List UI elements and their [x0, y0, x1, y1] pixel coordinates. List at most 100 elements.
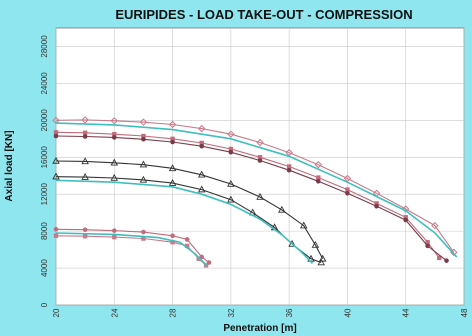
data-point-circle	[425, 243, 430, 249]
data-point-diamond	[81, 116, 89, 124]
data-point-triangle	[110, 173, 119, 181]
data-point-diamond	[314, 160, 322, 169]
series-4	[52, 156, 327, 262]
data-point-triangle	[227, 179, 235, 187]
data-point-square	[170, 240, 175, 245]
chart-title: EURIPIDES - LOAD TAKE-OUT - COMPRESSION	[115, 7, 412, 22]
plot-area	[55, 27, 465, 306]
data-point-circle	[170, 139, 175, 145]
data-point-circle	[82, 134, 88, 139]
data-point-diamond	[227, 130, 235, 138]
x-tick-label: 40	[343, 308, 352, 317]
data-point-square	[257, 155, 263, 160]
data-point-circle	[228, 149, 234, 155]
series-line	[55, 122, 458, 258]
data-point-triangle	[227, 195, 235, 203]
data-point-square	[53, 130, 59, 135]
data-point-square	[82, 130, 88, 135]
data-point-diamond	[168, 120, 177, 129]
data-point-triangle	[299, 221, 308, 229]
data-point-diamond	[431, 221, 439, 230]
data-point-circle	[444, 258, 449, 263]
data-point-circle	[345, 190, 350, 196]
data-point-circle	[403, 217, 409, 223]
y-tick-label: 20000	[40, 109, 49, 132]
data-point-diamond	[256, 138, 264, 147]
data-point-square	[141, 236, 146, 241]
x-tick-label: 36	[285, 308, 294, 317]
x-tick-label: 32	[227, 308, 236, 317]
data-point-triangle	[139, 175, 148, 183]
data-point-square	[228, 146, 234, 152]
data-point-square	[184, 243, 190, 249]
data-point-circle	[184, 237, 190, 242]
y-tick-label: 12000	[40, 183, 49, 206]
data-point-circle	[82, 227, 88, 233]
x-tick-label: 28	[169, 308, 178, 317]
data-point-square	[112, 131, 117, 137]
data-point-circle	[374, 203, 379, 209]
series-7	[53, 226, 212, 265]
data-point-triangle	[168, 178, 177, 186]
data-point-triangle	[197, 170, 206, 178]
y-tick-label: 0	[40, 302, 49, 307]
data-point-circle	[53, 226, 59, 232]
series-layer	[52, 116, 458, 268]
data-point-square	[196, 256, 201, 262]
series-6	[55, 179, 314, 264]
data-point-triangle	[52, 172, 60, 180]
data-point-circle	[199, 143, 205, 149]
data-point-circle	[315, 178, 321, 184]
x-axis-label: Penetration [m]	[223, 323, 296, 334]
data-point-circle	[111, 228, 117, 233]
tick-layer: 20 24 28 32 36 40 44 48 0 4000 8000 12000 16000 20000…	[40, 35, 469, 318]
data-point-triangle	[52, 156, 60, 164]
data-point-square	[425, 240, 430, 245]
data-point-square	[199, 140, 204, 146]
data-point-triangle	[317, 258, 325, 266]
data-point-triangle	[110, 158, 119, 166]
data-point-diamond	[402, 205, 410, 213]
data-point-square	[286, 164, 292, 169]
data-point-circle	[53, 133, 59, 139]
y-tick-label: 28000	[40, 35, 49, 58]
y-tick-label: 16000	[40, 146, 49, 169]
data-point-diamond	[110, 117, 118, 125]
data-point-diamond	[139, 118, 148, 126]
series-3	[55, 122, 458, 258]
data-point-circle	[141, 229, 146, 235]
data-point-circle	[170, 233, 175, 239]
x-tick-label: 48	[460, 308, 469, 317]
series-2	[53, 133, 449, 263]
data-point-triangle	[168, 164, 177, 172]
data-point-circle	[286, 167, 292, 173]
series-line	[55, 232, 209, 267]
data-point-triangle	[278, 205, 286, 213]
data-point-triangle	[81, 157, 89, 165]
y-tick-label: 8000	[40, 222, 49, 240]
data-point-triangle	[81, 172, 89, 180]
data-point-square	[345, 187, 350, 192]
data-point-square	[403, 215, 408, 220]
data-point-square	[53, 233, 59, 238]
data-point-triangle	[139, 160, 148, 168]
data-point-triangle	[256, 192, 264, 200]
data-point-circle	[111, 135, 117, 140]
series-line	[55, 160, 324, 260]
data-point-square	[141, 133, 146, 139]
y-axis-label: Axial load [KN]	[4, 130, 15, 201]
series-line	[55, 119, 455, 253]
data-point-square	[112, 234, 117, 240]
data-point-circle	[141, 136, 146, 142]
data-point-triangle	[288, 239, 296, 247]
series-1	[53, 130, 442, 261]
data-point-triangle	[311, 240, 320, 248]
data-point-triangle	[197, 185, 206, 193]
data-point-circle	[257, 158, 263, 163]
y-tick-label: 24000	[40, 72, 49, 95]
data-point-square	[170, 136, 175, 141]
data-point-square	[316, 175, 321, 180]
series-9	[55, 232, 209, 267]
